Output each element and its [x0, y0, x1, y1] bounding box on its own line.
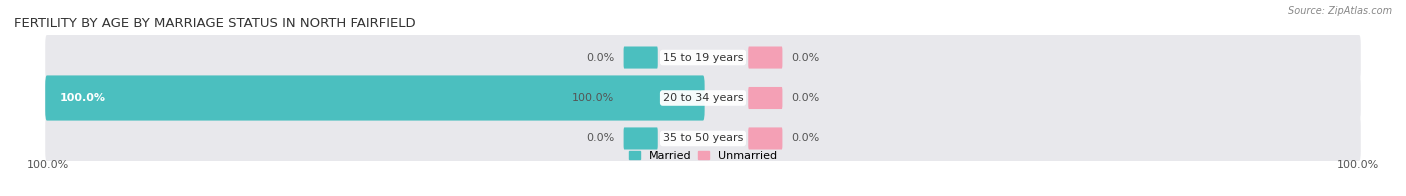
Text: 0.0%: 0.0%	[586, 53, 614, 63]
Text: 0.0%: 0.0%	[792, 53, 820, 63]
FancyBboxPatch shape	[702, 35, 1361, 80]
Text: FERTILITY BY AGE BY MARRIAGE STATUS IN NORTH FAIRFIELD: FERTILITY BY AGE BY MARRIAGE STATUS IN N…	[14, 17, 416, 30]
Text: 0.0%: 0.0%	[792, 133, 820, 143]
FancyBboxPatch shape	[624, 46, 658, 69]
FancyBboxPatch shape	[702, 75, 1361, 121]
FancyBboxPatch shape	[45, 75, 704, 121]
FancyBboxPatch shape	[748, 87, 782, 109]
Text: 15 to 19 years: 15 to 19 years	[662, 53, 744, 63]
Text: 100.0%: 100.0%	[1337, 160, 1379, 170]
FancyBboxPatch shape	[748, 127, 782, 150]
FancyBboxPatch shape	[624, 127, 658, 150]
Text: 0.0%: 0.0%	[792, 93, 820, 103]
FancyBboxPatch shape	[45, 116, 704, 161]
Text: 0.0%: 0.0%	[586, 133, 614, 143]
FancyBboxPatch shape	[702, 116, 1361, 161]
Text: 35 to 50 years: 35 to 50 years	[662, 133, 744, 143]
FancyBboxPatch shape	[45, 35, 704, 80]
Text: 100.0%: 100.0%	[60, 93, 105, 103]
Text: Source: ZipAtlas.com: Source: ZipAtlas.com	[1288, 6, 1392, 16]
FancyBboxPatch shape	[624, 87, 658, 109]
Legend: Married, Unmarried: Married, Unmarried	[624, 146, 782, 165]
Text: 100.0%: 100.0%	[572, 93, 614, 103]
FancyBboxPatch shape	[748, 46, 782, 69]
Text: 100.0%: 100.0%	[27, 160, 69, 170]
FancyBboxPatch shape	[45, 75, 704, 121]
Text: 20 to 34 years: 20 to 34 years	[662, 93, 744, 103]
